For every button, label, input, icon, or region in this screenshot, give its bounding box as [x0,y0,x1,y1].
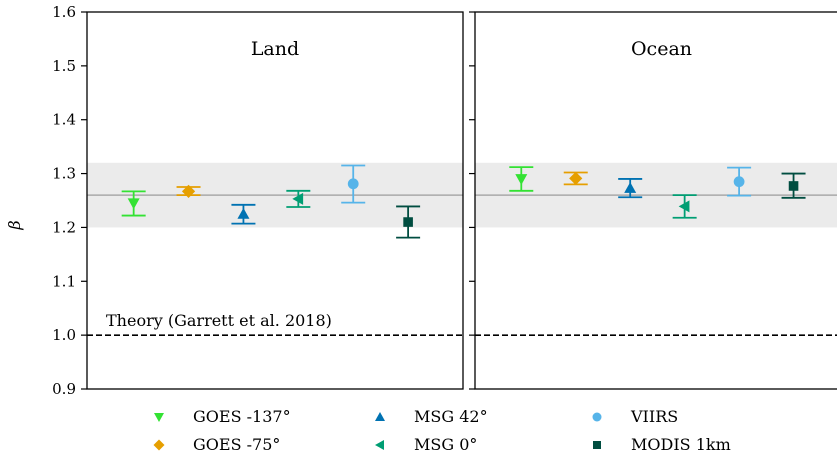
y-tick-label: 0.9 [52,380,76,398]
data-point [563,171,588,186]
legend-marker [375,440,384,450]
legend-marker [154,413,164,422]
data-point [509,166,534,192]
panel-frame [474,11,837,390]
legend-label: VIIRS [630,407,678,426]
y-axis: β [5,220,24,230]
panel-ocean: Ocean [469,11,837,390]
panel-title: Land [251,38,299,60]
legend-label: GOES -75° [193,435,280,454]
panel-land: Theory (Garrett et al. 2018) Land 0.9 1.0 1.… [52,3,464,398]
marker [569,171,583,186]
legend-marker [592,412,602,422]
panel-title: Ocean [631,38,692,60]
y-tick-label: 1.6 [52,3,76,21]
data-point [231,203,256,225]
legend-item: MSG 42° [375,407,488,426]
data-point [396,205,421,239]
marker [678,200,690,213]
legend-marker [593,441,601,449]
legend-item: GOES -137° [154,407,291,426]
marker [181,184,196,198]
data-point [121,190,146,217]
marker [515,174,528,185]
legend-label: MSG 42° [414,407,488,426]
data-point [781,172,806,199]
data-point [618,178,643,199]
y-axis-label: β [5,220,24,230]
marker [237,207,250,219]
marker [403,217,413,227]
legend-label: GOES -137° [193,407,291,426]
legend-label: MSG 0° [414,435,477,454]
legend-item: MSG 0° [375,435,477,454]
y-tick-label: 1.3 [52,165,76,183]
legend: GOES -137° GOES -75° MSG 42° MSG 0° VIIRS MOD… [153,407,731,454]
theory-label: Theory (Garrett et al. 2018) [106,311,332,330]
legend-item: GOES -75° [153,435,280,454]
y-tick-label: 1.2 [52,218,76,236]
legend-marker [153,439,165,451]
y-tick-label: 1.1 [52,272,76,290]
legend-label: MODIS 1km [631,435,731,454]
marker [733,176,745,188]
legend-item: MODIS 1km [593,435,731,454]
y-tick-label: 1.0 [52,326,76,344]
legend-item: VIIRS [592,407,678,426]
panel-frame [86,11,464,390]
data-point [286,189,311,208]
marker [788,181,799,191]
data-point [672,194,697,219]
data-point [727,166,752,197]
marker [127,198,140,210]
y-tick-label: 1.5 [52,57,76,75]
legend-marker [375,412,385,421]
marker [624,182,637,193]
data-point [341,164,366,204]
panels: Theory (Garrett et al. 2018) Land 0.9 1.0 1.… [52,3,837,398]
marker [292,192,304,205]
data-point [176,184,201,198]
y-tick-label: 1.4 [52,111,76,129]
marker [347,178,359,190]
